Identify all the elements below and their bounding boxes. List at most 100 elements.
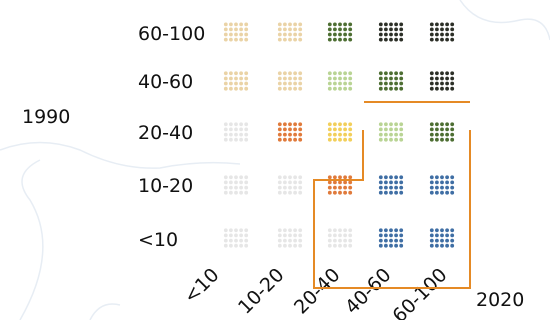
cell-dot <box>394 32 398 37</box>
cell-dot <box>333 137 337 142</box>
cell-dot <box>389 175 393 180</box>
cell-dot <box>223 243 228 248</box>
cell-dot <box>450 122 455 127</box>
cell-dot <box>394 243 398 248</box>
cell-dot <box>244 185 249 190</box>
cell-dot <box>429 86 434 91</box>
cell-dot <box>244 243 249 248</box>
cell-dot <box>445 86 449 91</box>
cell-dot <box>440 22 444 27</box>
cell-dot <box>445 175 449 180</box>
cell-dot <box>394 132 398 137</box>
cell-dot <box>440 76 444 81</box>
cell-dot <box>333 180 337 185</box>
cell-dot <box>384 27 388 32</box>
cell-dot <box>435 190 439 195</box>
cell-dot <box>234 22 238 27</box>
cell-dot <box>389 233 393 238</box>
cell-dot <box>229 22 233 27</box>
cell-dot <box>394 175 398 180</box>
cell-dot <box>283 243 287 248</box>
cell-dot <box>389 190 393 195</box>
map-line <box>459 0 550 41</box>
cell-dot <box>378 243 383 248</box>
cell-dot <box>277 27 282 32</box>
cell-dot <box>429 243 434 248</box>
x-tick-label: 20-40 <box>290 264 345 319</box>
cell-dot <box>229 37 233 42</box>
cell-dot <box>229 238 233 243</box>
cell-dot <box>288 122 292 127</box>
cell-dot <box>429 132 434 137</box>
cell-dot <box>399 185 404 190</box>
cell-dot <box>378 228 383 233</box>
cell-dot <box>239 233 244 238</box>
cell-dot <box>327 32 332 37</box>
cell-dot <box>333 122 337 127</box>
cell-dot <box>429 22 434 27</box>
cell-dot <box>234 71 238 76</box>
cell-dot <box>288 127 292 132</box>
cell-dot <box>327 132 332 137</box>
cell-dot <box>283 32 287 37</box>
cell-dot <box>327 243 332 248</box>
cell-dot <box>293 22 297 27</box>
cell-dot <box>384 132 388 137</box>
cell-dot <box>348 37 353 42</box>
cell-dot <box>435 86 439 91</box>
cell-dot <box>298 137 303 142</box>
cell-dot <box>445 71 449 76</box>
cell-dot <box>389 22 393 27</box>
cell-dot <box>293 185 297 190</box>
cell-dot <box>234 32 238 37</box>
cell-dot <box>239 238 244 243</box>
y-tick-label: 10-20 <box>138 175 193 197</box>
map-line <box>19 159 44 320</box>
heatmap-cell <box>223 71 249 91</box>
cell-dot <box>394 228 398 233</box>
cell-dot <box>327 27 332 32</box>
cell-dot <box>440 86 444 91</box>
cell-dot <box>338 127 342 132</box>
cell-dot <box>450 238 455 243</box>
cell-dot <box>244 127 249 132</box>
cell-dot <box>298 185 303 190</box>
cell-dot <box>277 37 282 42</box>
heatmap-cell <box>327 122 353 142</box>
cell-dot <box>244 137 249 142</box>
cell-dot <box>394 127 398 132</box>
cell-dot <box>389 81 393 86</box>
heatmap-cell <box>327 22 353 42</box>
cell-dot <box>394 27 398 32</box>
cell-dot <box>389 238 393 243</box>
cell-dot <box>244 86 249 91</box>
cell-dot <box>435 185 439 190</box>
cell-dot <box>239 76 244 81</box>
cell-dot <box>288 132 292 137</box>
cell-dot <box>399 190 404 195</box>
cell-dot <box>293 180 297 185</box>
cell-dot <box>440 175 444 180</box>
cell-dot <box>229 233 233 238</box>
cell-dot <box>223 86 228 91</box>
cell-dot <box>378 180 383 185</box>
heatmap-cell <box>429 228 455 248</box>
cell-dot <box>384 81 388 86</box>
cell-dot <box>348 127 353 132</box>
cell-dot <box>327 76 332 81</box>
y-tick-label: 40-60 <box>138 71 193 93</box>
cell-dot <box>234 233 238 238</box>
cell-dot <box>229 32 233 37</box>
cell-dot <box>389 180 393 185</box>
cell-dot <box>288 86 292 91</box>
cell-dot <box>327 86 332 91</box>
heatmap-cell <box>429 71 455 91</box>
cell-dot <box>327 228 332 233</box>
cell-dot <box>384 122 388 127</box>
cell-dot <box>399 37 404 42</box>
cell-dot <box>440 180 444 185</box>
y-tick-label: 20-40 <box>138 122 193 144</box>
cell-dot <box>338 228 342 233</box>
cell-dot <box>440 81 444 86</box>
cell-dot <box>384 185 388 190</box>
